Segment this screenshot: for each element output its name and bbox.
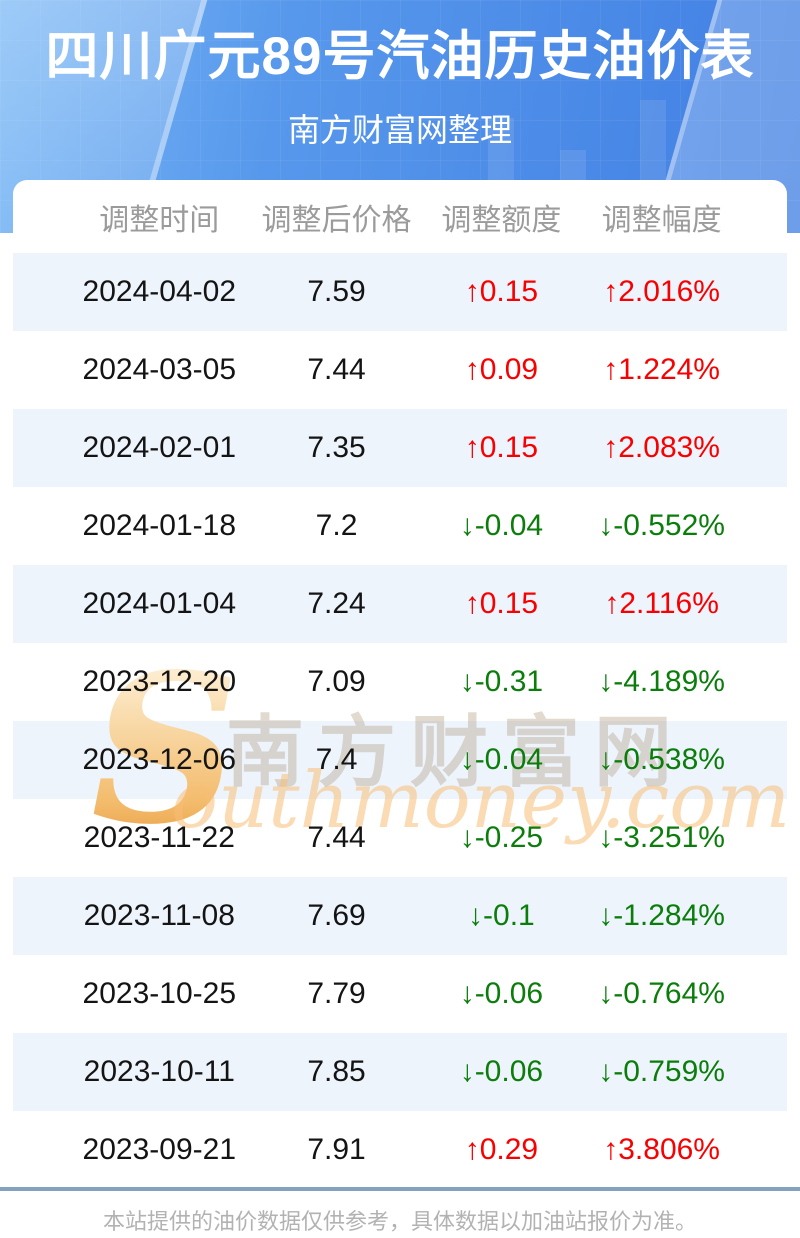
- price-table-card: 调整时间 调整后价格 调整额度 调整幅度 S 南方财富网 outhmoney.c…: [13, 180, 787, 1187]
- price-cell: 7.09: [307, 665, 366, 698]
- date-cell: 2023-10-25: [82, 977, 237, 1010]
- change-cell: ↓-0.1: [468, 899, 535, 932]
- table-row: 2023-12-20 7.09 ↓-0.31 ↓-4.189%: [13, 643, 787, 721]
- price-cell: 7.91: [307, 1133, 366, 1166]
- change-cell: ↑0.15: [464, 587, 539, 620]
- date-cell: 2023-11-08: [83, 899, 235, 932]
- percent-cell: ↑2.083%: [603, 431, 720, 464]
- price-cell: 7.24: [307, 587, 366, 620]
- page-title: 四川广元89号汽油历史油价表: [45, 27, 755, 86]
- percent-cell: ↓-0.538%: [598, 743, 725, 776]
- table-row: 2023-09-21 7.91 ↑0.29 ↑3.806%: [13, 1111, 787, 1187]
- hero-banner: 四川广元89号汽油历史油价表 南方财富网整理: [0, 0, 800, 233]
- price-cell: 7.79: [307, 977, 366, 1010]
- price-cell: 7.85: [307, 1055, 366, 1088]
- date-cell: 2023-11-22: [83, 821, 235, 854]
- date-cell: 2024-04-02: [82, 275, 237, 308]
- change-cell: ↓-0.06: [459, 977, 544, 1010]
- table-row: 2024-01-04 7.24 ↑0.15 ↑2.116%: [13, 565, 787, 643]
- column-header-adjusted-price: 调整后价格: [261, 203, 412, 237]
- date-cell: 2024-03-05: [82, 353, 237, 386]
- column-header-adjust-amount: 调整额度: [441, 203, 562, 237]
- column-header-adjust-range: 调整幅度: [601, 203, 722, 237]
- change-cell: ↓-0.06: [459, 1055, 544, 1088]
- price-cell: 7.4: [315, 743, 358, 776]
- percent-cell: ↓-0.552%: [598, 509, 725, 542]
- date-cell: 2023-12-20: [82, 665, 237, 698]
- table-row: 2023-10-25 7.79 ↓-0.06 ↓-0.764%: [13, 955, 787, 1033]
- change-cell: ↓-0.04: [459, 509, 544, 542]
- date-cell: 2023-12-06: [82, 743, 237, 776]
- date-cell: 2024-01-18: [82, 509, 237, 542]
- column-header-adjust-time: 调整时间: [99, 203, 220, 237]
- percent-cell: ↓-3.251%: [598, 821, 725, 854]
- table-row: 2023-11-22 7.44 ↓-0.25 ↓-3.251%: [13, 799, 787, 877]
- table-row: 2024-04-02 7.59 ↑0.15 ↑2.016%: [13, 253, 787, 331]
- percent-cell: ↑2.016%: [603, 275, 720, 308]
- date-cell: 2024-02-01: [82, 431, 237, 464]
- date-cell: 2024-01-04: [82, 587, 237, 620]
- price-cell: 7.35: [307, 431, 366, 464]
- change-cell: ↑0.15: [464, 275, 539, 308]
- page-subtitle: 南方财富网整理: [287, 111, 512, 148]
- footer-disclaimer: 本站提供的油价数据仅供参考，具体数据以加油站报价为准。: [102, 1209, 697, 1234]
- table-row: 2023-10-11 7.85 ↓-0.06 ↓-0.759%: [13, 1033, 787, 1111]
- price-cell: 7.2: [315, 509, 358, 542]
- change-cell: ↑0.29: [464, 1133, 539, 1166]
- footer: 本站提供的油价数据仅供参考，具体数据以加油站报价为准。: [0, 1187, 800, 1238]
- change-cell: ↓-0.31: [459, 665, 544, 698]
- percent-cell: ↓-0.759%: [598, 1055, 725, 1088]
- change-cell: ↑0.15: [464, 431, 539, 464]
- date-cell: 2023-09-21: [82, 1133, 237, 1166]
- table-body: 2024-04-02 7.59 ↑0.15 ↑2.016% 2024-03-05…: [13, 253, 787, 1187]
- percent-cell: ↑2.116%: [604, 587, 719, 620]
- price-cell: 7.44: [307, 821, 366, 854]
- footer-divider: [0, 1187, 800, 1191]
- percent-cell: ↑3.806%: [603, 1133, 720, 1166]
- price-cell: 7.44: [307, 353, 366, 386]
- change-cell: ↑0.09: [464, 353, 539, 386]
- percent-cell: ↑1.224%: [603, 353, 720, 386]
- percent-cell: ↓-1.284%: [598, 899, 725, 932]
- change-cell: ↓-0.04: [459, 743, 544, 776]
- percent-cell: ↓-4.189%: [598, 665, 725, 698]
- table-row: 2023-12-06 7.4 ↓-0.04 ↓-0.538%: [13, 721, 787, 799]
- table-header-row: 调整时间 调整后价格 调整额度 调整幅度: [13, 180, 787, 253]
- percent-cell: ↓-0.764%: [598, 977, 725, 1010]
- date-cell: 2023-10-11: [83, 1055, 235, 1088]
- price-cell: 7.59: [307, 275, 366, 308]
- table-row: 2024-03-05 7.44 ↑0.09 ↑1.224%: [13, 331, 787, 409]
- price-cell: 7.69: [307, 899, 366, 932]
- table-row: 2023-11-08 7.69 ↓-0.1 ↓-1.284%: [13, 877, 787, 955]
- change-cell: ↓-0.25: [459, 821, 544, 854]
- table-row: 2024-01-18 7.2 ↓-0.04 ↓-0.552%: [13, 487, 787, 565]
- table-row: 2024-02-01 7.35 ↑0.15 ↑2.083%: [13, 409, 787, 487]
